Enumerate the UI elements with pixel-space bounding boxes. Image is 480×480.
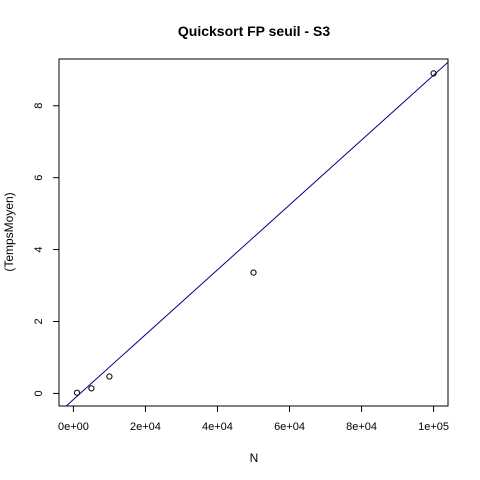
- y-axis: 0 2 4 6 8: [33, 103, 60, 396]
- data-point: [430, 70, 437, 77]
- y-tick-label: 4: [33, 247, 45, 253]
- data-point: [106, 373, 113, 380]
- x-axis: 0e+00 2e+04 4e+04 6e+04 8e+04 1e+05: [58, 405, 449, 433]
- x-tick-label: 4e+04: [202, 421, 233, 433]
- fit-line-layer: [65, 61, 448, 406]
- y-tick-label: 2: [33, 318, 45, 324]
- x-tick-label: 0e+00: [58, 421, 89, 433]
- data-point: [88, 385, 95, 392]
- data-point: [250, 269, 257, 276]
- chart-title: Quicksort FP seuil - S3: [178, 23, 330, 39]
- data-point: [73, 389, 81, 396]
- y-tick-label: 0: [33, 390, 45, 396]
- plot-frame: [58, 58, 449, 407]
- x-tick-label: 6e+04: [274, 421, 305, 433]
- points-layer: [73, 70, 437, 396]
- x-axis-label: N: [250, 451, 259, 465]
- fit-line: [65, 61, 448, 406]
- y-axis-label: (TempsMoyen): [2, 192, 16, 271]
- x-tick-label: 2e+04: [130, 421, 161, 433]
- x-tick-label: 8e+04: [346, 421, 377, 433]
- x-tick-label: 1e+05: [418, 421, 449, 433]
- y-tick-label: 6: [33, 175, 45, 181]
- y-tick-label: 8: [33, 103, 45, 109]
